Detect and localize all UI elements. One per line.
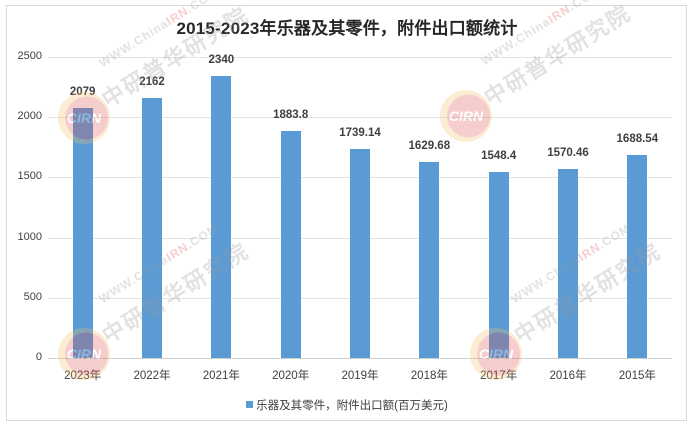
x-tick-label: 2022年	[133, 370, 171, 382]
x-tick-label: 2017年	[480, 370, 518, 382]
bar-2015[interactable]	[627, 154, 648, 358]
gridline-2000	[48, 117, 672, 118]
bar-2016[interactable]	[558, 168, 578, 358]
gridline-0	[48, 358, 672, 359]
data-label: 2340	[208, 54, 235, 67]
x-tick-label: 2018年	[410, 370, 448, 382]
y-tick-label: 2500	[17, 50, 42, 62]
legend-swatch-icon	[246, 401, 254, 409]
x-tick-label: 2023年	[64, 370, 102, 382]
data-label: 1883.8	[273, 109, 309, 122]
data-label: 1688.54	[616, 132, 659, 145]
data-label: 1739.14	[339, 126, 381, 139]
bar-2020[interactable]	[280, 131, 301, 358]
bar-2022[interactable]	[142, 97, 162, 358]
data-label: 2079	[69, 85, 96, 98]
y-tick-label: 1500	[17, 170, 42, 182]
data-label: 1629.68	[408, 139, 451, 152]
bar-2023[interactable]	[72, 107, 93, 358]
bar-2021[interactable]	[211, 76, 232, 358]
x-tick-label: 2015年	[618, 370, 656, 382]
y-tick-label: 2000	[17, 110, 42, 122]
chart-title: 2015-2023年乐器及其零件，附件出口额统计	[176, 19, 518, 38]
bar-2018[interactable]	[419, 161, 440, 358]
x-tick-label: 2019年	[341, 370, 379, 382]
data-label: 1548.4	[481, 149, 517, 162]
y-tick-label: 1000	[17, 231, 42, 243]
gridline-2500	[48, 57, 672, 58]
y-tick-label: 500	[23, 291, 42, 303]
legend: 乐器及其零件，附件出口额(百万美元)	[0, 397, 694, 413]
y-tick-label: 0	[35, 351, 42, 363]
x-tick-label: 2016年	[549, 370, 587, 382]
x-tick-label: 2020年	[272, 370, 310, 382]
bar-2019[interactable]	[350, 148, 370, 358]
x-tick-label: 2021年	[202, 370, 240, 382]
data-label: 1570.46	[547, 146, 589, 159]
legend-label[interactable]: 乐器及其零件，附件出口额(百万美元)	[256, 400, 448, 412]
data-label: 2162	[139, 75, 165, 88]
bar-2017[interactable]	[488, 171, 509, 358]
